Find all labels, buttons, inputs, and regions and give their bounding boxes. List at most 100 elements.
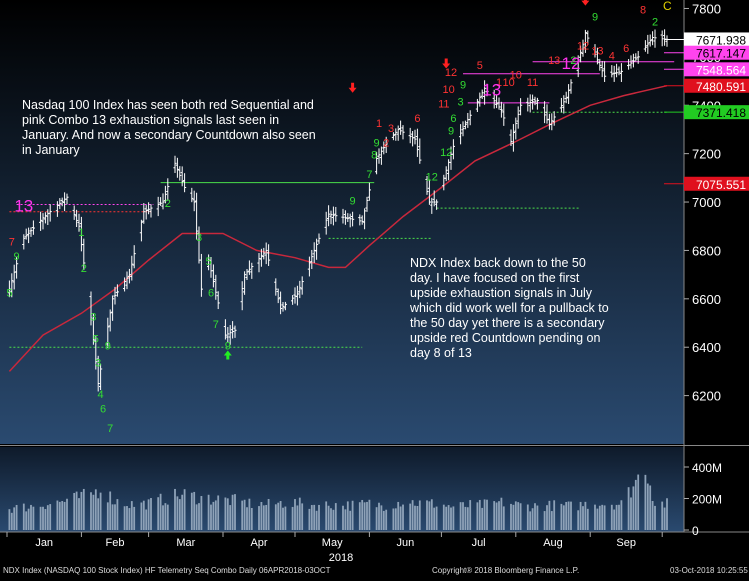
volume-bar	[267, 498, 270, 530]
month-tick-label: Mar	[176, 537, 195, 549]
buy-setup-count: 8	[371, 149, 377, 161]
volume-bar	[279, 501, 282, 530]
price-bar	[142, 203, 146, 224]
buy-setup-count: 9	[225, 341, 231, 353]
price-bar	[264, 242, 268, 265]
volume-bar	[402, 504, 404, 530]
volume-bar	[111, 504, 114, 530]
sell-countdown-count: 5	[477, 60, 483, 72]
price-bar	[298, 280, 302, 299]
volume-bar	[445, 506, 448, 530]
price-tick-label: 7800	[692, 1, 721, 16]
price-value-label: 7480.591	[664, 78, 749, 94]
price-bar	[211, 264, 215, 288]
sell-countdown-count: 13	[548, 55, 560, 67]
price-bar	[427, 179, 431, 205]
sell-countdown-count: 6	[623, 43, 629, 55]
price-bar	[192, 190, 196, 212]
price-value-label: 7075.551	[664, 176, 749, 192]
price-bar	[418, 138, 422, 164]
volume-bar	[459, 502, 462, 530]
price-value-label: 7548.564	[664, 62, 749, 77]
price-tick-label: 6200	[692, 389, 721, 404]
volume-bar	[584, 501, 587, 530]
volume-bar	[526, 504, 529, 530]
price-bar	[115, 284, 119, 297]
buy-setup-count: 7	[366, 169, 372, 181]
sell-countdown-count: 10	[502, 77, 514, 89]
buy-setup-count: 12	[426, 171, 438, 183]
price-bar	[139, 219, 143, 242]
sell-countdown-count: 4	[609, 50, 615, 62]
price-bar	[569, 79, 573, 94]
sell-countdown-count: 11	[438, 99, 449, 111]
volume-bar	[162, 505, 164, 530]
combo-13-count: 13	[14, 197, 33, 216]
price-bar	[610, 65, 614, 78]
price-bar	[598, 58, 602, 71]
price-bar	[564, 91, 568, 104]
price-bar	[65, 193, 69, 205]
sell-countdown-count: 13	[591, 45, 603, 57]
price-value-label: 7371.418	[664, 105, 749, 120]
green-up-arrow-icon	[223, 350, 232, 360]
volume-bar	[565, 501, 568, 530]
volume-bar	[637, 474, 640, 530]
buy-setup-count: 6	[450, 113, 456, 125]
price-tick-label: 7000	[692, 195, 721, 210]
volume-bar	[543, 511, 546, 530]
price-bar	[279, 291, 283, 315]
price-bar	[310, 249, 314, 270]
price-bar	[295, 285, 299, 306]
volume-bar	[498, 501, 500, 530]
price-bar	[156, 196, 160, 217]
price-bar	[257, 252, 261, 273]
price-bar	[228, 325, 232, 345]
buy-setup-count: 3	[458, 96, 464, 108]
price-bar	[535, 97, 539, 110]
price-bar	[199, 253, 203, 297]
volume-bar	[579, 501, 582, 530]
price-bar	[396, 125, 400, 141]
volume-bar	[469, 500, 472, 530]
month-tick-label: Apr	[250, 537, 267, 549]
volume-bar	[142, 500, 145, 530]
price-bar	[502, 103, 506, 126]
volume-bar	[418, 500, 421, 530]
price-bar	[435, 199, 439, 210]
price-bar	[463, 120, 467, 130]
price-bar	[478, 92, 482, 107]
volume-tick-label: 0	[692, 524, 699, 538]
price-bar	[351, 211, 355, 227]
volume-bar	[298, 497, 301, 530]
price-bar	[29, 227, 33, 237]
price-bar	[415, 128, 419, 157]
volume-bar	[399, 506, 402, 530]
footer-security-description: NDX Index (NASDAQ 100 Stock Index) HF Te…	[3, 566, 331, 575]
price-bar	[375, 151, 379, 175]
price-bar	[468, 110, 472, 126]
volume-bar	[351, 500, 354, 530]
sell-countdown-count: 2	[383, 137, 389, 149]
year-label: 2018	[329, 552, 353, 564]
volume-bar	[466, 507, 469, 530]
volume-bar	[61, 501, 64, 530]
volume-bar	[157, 497, 160, 530]
volume-bar	[49, 504, 52, 530]
buy-setup-count: 2	[165, 198, 171, 210]
volume-bar	[433, 507, 436, 530]
price-value-label: 7671.938	[664, 32, 749, 47]
price-bar	[595, 47, 599, 65]
price-bar	[377, 148, 381, 164]
volume-bar	[126, 506, 128, 530]
volume-bar	[550, 511, 553, 530]
price-bar	[307, 256, 311, 277]
ma50-line	[8, 84, 668, 372]
footer-timestamp: 03-Oct-2018 10:25:55	[670, 566, 748, 575]
volume-bar	[594, 504, 596, 530]
volume-bar	[80, 491, 83, 530]
price-bar	[108, 309, 112, 332]
price-bar	[619, 63, 623, 82]
price-bar	[41, 213, 45, 230]
